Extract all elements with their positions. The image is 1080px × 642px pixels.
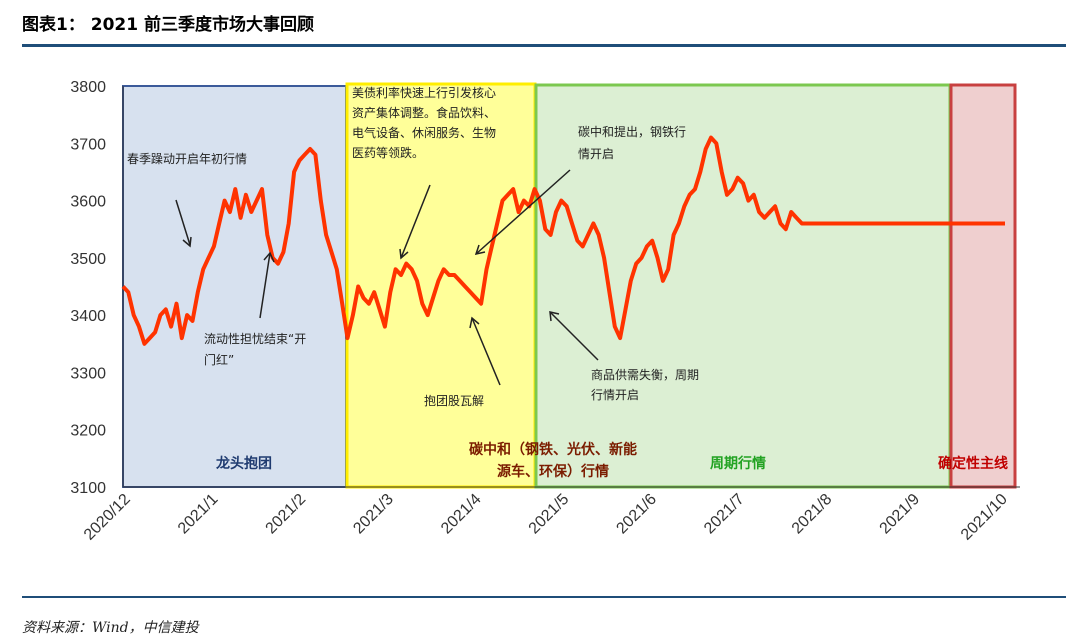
arrow-commodity: [549, 311, 599, 361]
y-tick-label: 3200: [70, 423, 106, 440]
y-tick-label: 3800: [70, 79, 106, 96]
svg-text:电气设备、休闲服务、生物: 电气设备、休闲服务、生物: [352, 125, 496, 140]
svg-text:资产集体调整。食品饮料、: 资产集体调整。食品饮料、: [352, 105, 496, 120]
arrow-us-bond-head: [399, 248, 409, 260]
arrow-liquidity: [259, 252, 271, 319]
annotation-liquidity-line1: 流动性担忧结束“开: [204, 332, 306, 346]
x-tick-label: 2021/4: [438, 491, 485, 538]
header-rule: [22, 44, 1066, 47]
x-tick-label: 2021/6: [613, 491, 660, 538]
arrow-commodity-head: [549, 311, 560, 322]
annotation-commodity-line1: 商品供需失衡，周期: [591, 367, 699, 382]
zone-1-bg: [122, 85, 347, 488]
arrow-group-head: [469, 316, 480, 329]
svg-text:医药等领跌。: 医药等领跌。: [352, 145, 424, 160]
arrow-liquidity-head: [263, 251, 275, 263]
y-tick-label: 3500: [70, 251, 106, 268]
annotation-us-bond: 美债利率快速上行引发核心 资产集体调整。食品饮料、 电气设备、休闲服务、生物 医…: [352, 85, 496, 160]
zone-2-label-line1: 碳中和（钢铁、光伏、新能: [469, 441, 637, 458]
y-tick-label: 3700: [70, 136, 106, 153]
index-series-line: [121, 135, 1005, 346]
x-tick-label: 2021/2: [263, 491, 310, 538]
zone-2-label-line2: 源车、环保）行情: [497, 463, 609, 480]
x-tick-label: 2020/12: [81, 491, 134, 544]
arrow-spring-head: [182, 236, 192, 248]
arrow-carbon-head: [474, 244, 486, 256]
y-tick-label: 3600: [70, 194, 106, 211]
zone-4-bg: [949, 83, 1017, 489]
annotation-arrows: [175, 169, 599, 386]
y-tick-label: 3300: [70, 365, 106, 382]
x-tick-label: 2021/9: [877, 491, 924, 538]
source-note: 资料来源：Wind，中信建投: [22, 620, 199, 636]
x-tick-label: 2021/7: [701, 491, 748, 538]
arrow-us-bond: [400, 184, 431, 259]
footer-rule: [22, 596, 1066, 598]
zone-2-bg: [345, 82, 537, 489]
figure-title: 图表1： 2021 前三季度市场大事回顾: [22, 15, 314, 35]
y-tick-labels: 3800 3700 3600 3500 3400 3300 3200 3100: [70, 79, 106, 497]
x-tick-label: 2021/3: [350, 491, 397, 538]
y-tick-label: 3100: [70, 480, 106, 497]
annotation-commodity-line2: 行情开启: [591, 388, 639, 402]
x-tick-label: 2021/5: [526, 491, 573, 538]
annotation-liquidity-line2: 门红”: [204, 352, 234, 367]
x-tick-label: 2021/10: [958, 491, 1011, 544]
zone-3-bg: [534, 83, 952, 489]
annotation-group-collapse: 抱团股瓦解: [424, 393, 484, 408]
x-tick-labels: 2020/12 2021/1 2021/2 2021/3 2021/4 2021/5 202…: [81, 491, 1011, 544]
zone-1-label: 龙头抱团: [215, 455, 272, 472]
annotation-spring-rally: 春季躁动开启年初行情: [127, 152, 247, 166]
annotation-carbon-line1: 碳中和提出，钢铁行: [578, 124, 686, 139]
arrow-carbon: [475, 169, 571, 255]
y-tick-label: 3400: [70, 308, 106, 325]
arrow-group: [471, 317, 501, 386]
arrow-spring: [175, 199, 191, 246]
zone-4-label: 确定性主线: [938, 455, 1008, 472]
zone-3-label: 周期行情: [710, 455, 766, 472]
x-tick-label: 2021/8: [789, 491, 836, 538]
market-line-chart: 3800 3700 3600 3500 3400 3300 3200 3100 2020/12…: [70, 79, 1020, 544]
annotation-carbon-line2: 情开启: [578, 147, 614, 161]
svg-text:美债利率快速上行引发核心: 美债利率快速上行引发核心: [352, 85, 496, 100]
x-tick-label: 2021/1: [175, 491, 222, 538]
